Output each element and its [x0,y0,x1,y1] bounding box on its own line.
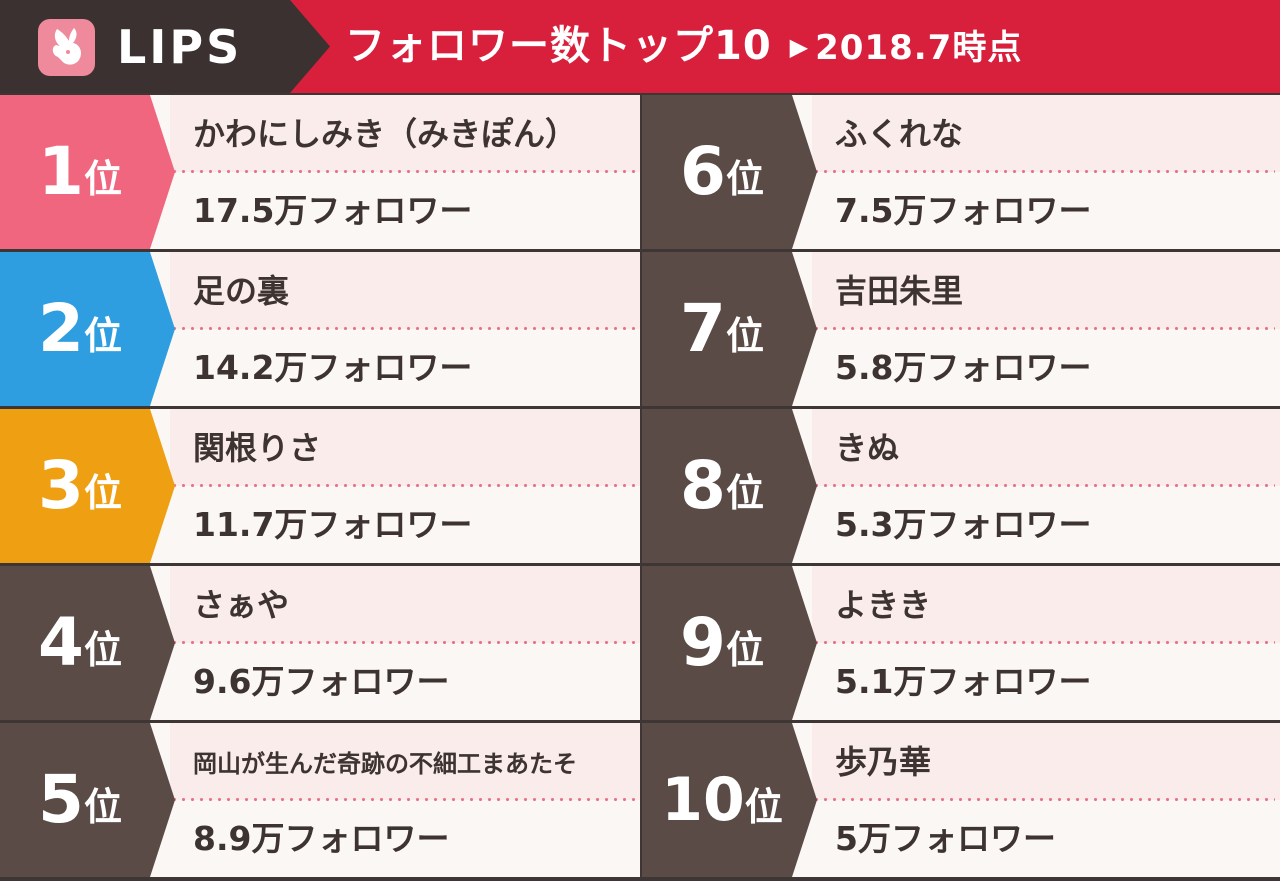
dotted-divider [170,641,635,644]
date-text: 2018.7時点 [815,28,1023,68]
entry-name: さぁや [193,586,290,624]
rank-suffix: 位 [83,157,122,201]
entry-followers: 5.8万フォロワー [835,348,1092,387]
rank-suffix: 位 [83,471,122,515]
rank-number: 2 [38,290,84,367]
entry-followers: 9.6万フォロワー [193,662,450,701]
entry-name: 歩乃華 [835,743,932,781]
entry-name: 吉田朱里 [835,272,964,310]
page-title: フォロワー数トップ10 ▶ 2018.7時点 [345,18,1022,74]
entry-name: きぬ [835,429,900,467]
rank-number: 1 [38,133,84,210]
rank-badge [642,252,817,406]
entry-followers: 17.5万フォロワー [193,191,473,230]
dotted-divider [812,327,1275,330]
rank-badge [0,409,175,563]
entry-name: 足の裏 [193,272,290,310]
rank-number: 10 [661,765,745,835]
rank-badge [0,566,175,720]
entry-name: かわにしみき（みきぽん） [193,115,578,153]
rank-number: 3 [38,447,84,524]
rank-number: 5 [38,761,84,838]
entry-name: 岡山が生んだ奇跡の不細工まあたそ [193,750,577,778]
entry-followers: 14.2万フォロワー [193,348,473,387]
rank-number: 6 [680,133,726,210]
rank-suffix: 位 [744,785,783,829]
rank-badge [642,409,817,563]
rank-suffix: 位 [725,628,764,672]
brand-block: LIPS [0,0,330,93]
rank-suffix: 位 [83,785,122,829]
entry-followers: 11.7万フォロワー [193,505,473,544]
dotted-divider [812,798,1275,801]
entry-name: よきき [835,586,932,624]
rank-suffix: 位 [725,471,764,515]
title-text: フォロワー数トップ10 [345,23,772,69]
dotted-divider [170,170,635,173]
rank-number: 4 [38,604,84,681]
rabbit-logo-icon [38,19,95,76]
rank-number: 8 [680,447,726,524]
entry-followers: 5.1万フォロワー [835,662,1092,701]
dotted-divider [170,327,635,330]
rank-badge [642,95,817,249]
rank-badge [0,95,175,249]
entry-followers: 7.5万フォロワー [835,191,1092,230]
dotted-divider [812,641,1275,644]
play-arrow-icon: ▶ [789,33,810,61]
entry-name: ふくれな [835,115,964,153]
entry-followers: 5.3万フォロワー [835,505,1092,544]
dotted-divider [812,170,1275,173]
rank-label: 10 位 [642,723,802,877]
rank-entry-10: 10 位 歩乃華 5万フォロワー [642,723,1280,877]
rank-number: 9 [680,604,726,681]
brand-name: LIPS [117,20,243,74]
entry-name: 関根りさ [193,429,322,467]
rank-suffix: 位 [83,628,122,672]
title-banner [290,0,1280,93]
dotted-divider [812,484,1275,487]
rank-badge [0,252,175,406]
entry-followers: 5万フォロワー [835,819,1056,858]
rank-suffix: 位 [725,157,764,201]
rank-badge [642,566,817,720]
dotted-divider [170,798,635,801]
rank-badge [0,723,175,877]
header: LIPS フォロワー数トップ10 ▶ 2018.7時点 [0,0,1280,93]
rank-suffix: 位 [83,314,122,358]
dotted-divider [170,484,635,487]
rank-suffix: 位 [725,314,764,358]
rank-number: 7 [680,290,726,367]
entry-followers: 8.9万フォロワー [193,819,450,858]
rank-badge [642,723,817,877]
